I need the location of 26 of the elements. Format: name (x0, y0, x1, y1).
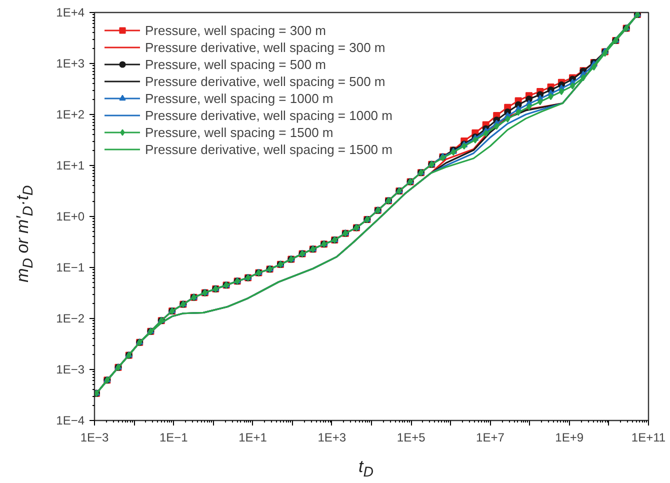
y-tick-label: 1E+4 (56, 6, 85, 20)
y-tick-label: 1E+2 (56, 108, 85, 122)
legend-label: Pressure, well spacing = 300 m (145, 22, 326, 38)
x-tick-label: 1E+3 (318, 430, 346, 444)
y-tick-label: 1E−2 (56, 312, 85, 326)
legend-label: Pressure derivative, well spacing = 300 m (145, 39, 386, 55)
x-tick-label: 1E+7 (476, 430, 505, 444)
legend-label: Pressure, well spacing = 500 m (145, 56, 326, 72)
legend-label: Pressure, well spacing = 1500 m (145, 124, 334, 140)
legend-label: Pressure derivative, well spacing = 1000 m (145, 107, 392, 123)
y-tick-label: 1E−3 (56, 362, 85, 376)
x-tick-label: 1E+11 (631, 430, 666, 444)
x-tick-label: 1E+1 (238, 430, 268, 444)
legend-label: Pressure derivative, well spacing = 500 m (145, 73, 386, 89)
y-tick-label: 1E−4 (56, 414, 85, 428)
y-tick-label: 1E+1 (56, 158, 85, 172)
x-tick-label: 1E+9 (555, 430, 584, 444)
x-tick-label: 1E−3 (80, 430, 110, 444)
legend-label: Pressure, well spacing = 1000 m (145, 90, 334, 106)
x-axis-title: t$_{D}$ (358, 456, 374, 482)
y-tick-label: 1E+0 (56, 210, 85, 224)
y-tick-label: 1E+3 (56, 56, 85, 70)
legend-label: Pressure derivative, well spacing = 1500 m (145, 141, 392, 157)
y-tick-label: 1E−1 (56, 260, 85, 274)
x-tick-label: 1E−1 (159, 430, 188, 444)
x-tick-label: 1E+5 (396, 430, 426, 444)
